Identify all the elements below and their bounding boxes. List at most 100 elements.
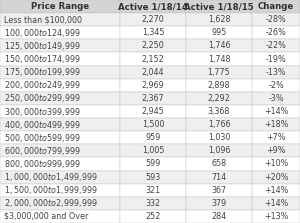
Bar <box>120 92 186 105</box>
Text: 1,746: 1,746 <box>208 41 230 50</box>
Text: $400,000 to $499,999: $400,000 to $499,999 <box>4 119 81 131</box>
Text: 332: 332 <box>146 199 160 208</box>
Bar <box>252 184 300 197</box>
Text: 252: 252 <box>145 212 161 221</box>
Bar <box>252 197 300 210</box>
Text: 1,030: 1,030 <box>208 133 230 142</box>
Bar <box>120 144 186 157</box>
Bar <box>252 26 300 39</box>
Bar <box>186 105 252 118</box>
Text: -13%: -13% <box>266 68 286 77</box>
Bar <box>120 118 186 131</box>
Text: Change: Change <box>258 2 294 11</box>
Bar <box>186 157 252 171</box>
Bar <box>252 171 300 184</box>
Text: 599: 599 <box>145 159 161 168</box>
Bar <box>0 210 120 223</box>
Bar <box>186 66 252 79</box>
Bar <box>186 131 252 144</box>
Bar <box>120 197 186 210</box>
Bar <box>0 157 120 171</box>
Text: 1,005: 1,005 <box>142 146 164 155</box>
Bar <box>0 131 120 144</box>
Bar <box>0 171 120 184</box>
Text: 2,292: 2,292 <box>208 94 230 103</box>
Text: 2,969: 2,969 <box>142 81 164 90</box>
Text: +14%: +14% <box>264 186 288 195</box>
Text: -3%: -3% <box>268 94 284 103</box>
Text: $600,000 to $799,999: $600,000 to $799,999 <box>4 145 81 157</box>
Bar <box>186 184 252 197</box>
Bar <box>0 184 120 197</box>
Text: 959: 959 <box>145 133 161 142</box>
Text: 1,628: 1,628 <box>208 15 230 24</box>
Text: $100,000 to $124,999: $100,000 to $124,999 <box>4 27 81 39</box>
Bar <box>120 157 186 171</box>
Text: Active 1/18/15: Active 1/18/15 <box>184 2 254 11</box>
Text: 2,898: 2,898 <box>208 81 230 90</box>
Bar <box>186 39 252 52</box>
Bar <box>120 66 186 79</box>
Text: -2%: -2% <box>268 81 284 90</box>
Bar <box>186 0 252 13</box>
Bar <box>252 39 300 52</box>
Text: 714: 714 <box>212 173 226 182</box>
Bar <box>0 105 120 118</box>
Bar <box>0 92 120 105</box>
Bar <box>0 0 120 13</box>
Text: +13%: +13% <box>264 212 288 221</box>
Text: $2,000,000 to $2,999,999: $2,000,000 to $2,999,999 <box>4 197 98 209</box>
Text: 2,044: 2,044 <box>142 68 164 77</box>
Bar <box>120 13 186 26</box>
Bar <box>252 105 300 118</box>
Bar <box>120 105 186 118</box>
Text: $300,000 to $399,999: $300,000 to $399,999 <box>4 105 81 118</box>
Bar <box>186 79 252 92</box>
Text: -26%: -26% <box>266 28 286 37</box>
Text: $500,000 to $599,999: $500,000 to $599,999 <box>4 132 80 144</box>
Bar <box>120 171 186 184</box>
Bar <box>252 66 300 79</box>
Bar <box>186 52 252 66</box>
Bar <box>252 52 300 66</box>
Text: +14%: +14% <box>264 107 288 116</box>
Bar <box>0 26 120 39</box>
Bar <box>120 210 186 223</box>
Text: +9%: +9% <box>266 146 286 155</box>
Bar <box>0 39 120 52</box>
Text: -28%: -28% <box>266 15 286 24</box>
Bar <box>252 118 300 131</box>
Text: 3,368: 3,368 <box>208 107 230 116</box>
Bar <box>186 13 252 26</box>
Text: $3,000,000 and Over: $3,000,000 and Over <box>4 212 88 221</box>
Bar <box>120 39 186 52</box>
Text: 1,096: 1,096 <box>208 146 230 155</box>
Text: $250,000 to $299,999: $250,000 to $299,999 <box>4 92 81 104</box>
Text: Active 1/18/14: Active 1/18/14 <box>118 2 188 11</box>
Text: Less than $100,000: Less than $100,000 <box>4 15 82 24</box>
Bar <box>186 92 252 105</box>
Bar <box>0 66 120 79</box>
Bar <box>120 26 186 39</box>
Text: 367: 367 <box>212 186 226 195</box>
Bar <box>252 144 300 157</box>
Bar <box>252 157 300 171</box>
Bar <box>120 131 186 144</box>
Text: 321: 321 <box>146 186 160 195</box>
Text: 2,250: 2,250 <box>142 41 164 50</box>
Bar <box>186 171 252 184</box>
Text: $150,000 to $174,999: $150,000 to $174,999 <box>4 53 81 65</box>
Text: 1,748: 1,748 <box>208 55 230 64</box>
Bar <box>252 0 300 13</box>
Bar <box>0 79 120 92</box>
Text: Price Range: Price Range <box>31 2 89 11</box>
Text: 593: 593 <box>146 173 160 182</box>
Text: 379: 379 <box>212 199 226 208</box>
Text: 1,766: 1,766 <box>208 120 230 129</box>
Text: +18%: +18% <box>264 120 288 129</box>
Text: $125,000 to $149,999: $125,000 to $149,999 <box>4 40 81 52</box>
Text: +14%: +14% <box>264 199 288 208</box>
Text: -19%: -19% <box>266 55 286 64</box>
Text: 2,152: 2,152 <box>142 55 164 64</box>
Bar <box>0 144 120 157</box>
